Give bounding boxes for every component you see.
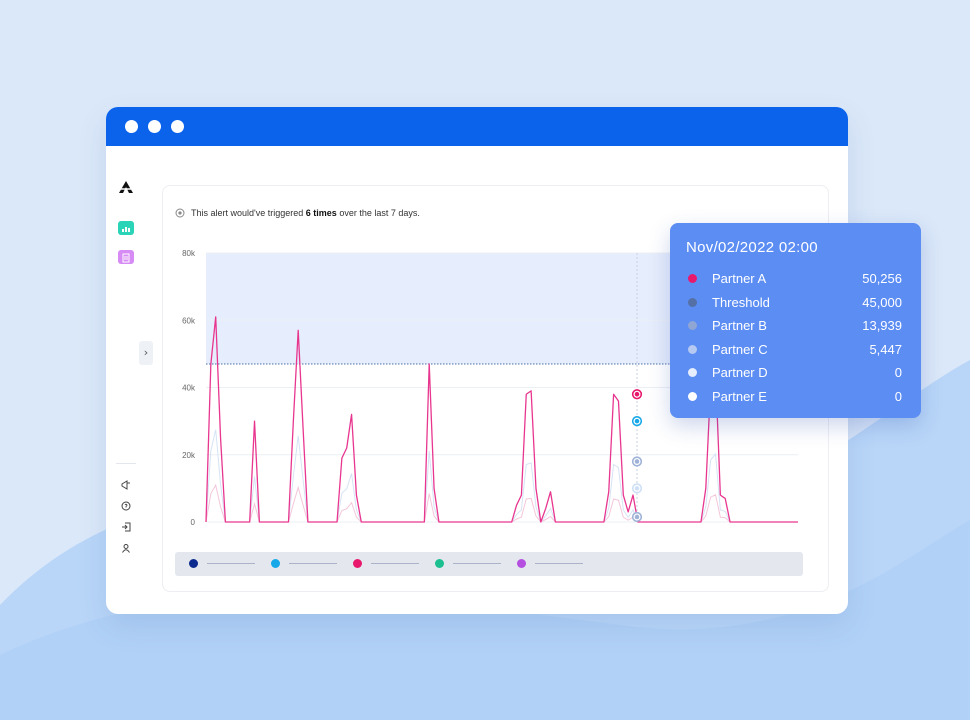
partner-a-line: [205, 316, 798, 523]
tooltip-row-value: 45,000: [862, 294, 902, 310]
reports-nav-icon[interactable]: [118, 250, 134, 264]
series-line-faint: [205, 483, 798, 523]
legend-line: [371, 563, 419, 564]
tooltip-row: Partner C 5,447: [688, 341, 902, 359]
tooltip-row-label: Partner E: [712, 388, 767, 404]
window-control-dot[interactable]: [148, 120, 161, 133]
tooltip-row: Partner A 50,256: [688, 270, 902, 288]
series-line-faint: [205, 429, 798, 524]
legend-line: [453, 563, 501, 564]
legend-line: [535, 563, 583, 564]
legend-marker-icon[interactable]: [271, 559, 280, 568]
tooltip-row-label: Partner A: [712, 271, 767, 286]
y-tick-label: 40k: [182, 384, 196, 393]
chart-tooltip: Nov/02/2022 02:00 Partner A 50,256 Thresho…: [670, 223, 921, 418]
y-tick-label: 60k: [182, 316, 196, 325]
tooltip-row-value: 50,256: [862, 271, 902, 286]
legend-marker-icon[interactable]: [435, 559, 444, 568]
hover-point-core: [634, 418, 640, 424]
legend-marker-icon[interactable]: [517, 559, 526, 568]
dashboard-nav-icon[interactable]: [118, 221, 134, 235]
tooltip-row-value: 0: [894, 365, 902, 380]
y-tick-label: 0: [191, 518, 196, 527]
tooltip-row-label: Threshold: [712, 294, 770, 310]
tooltip-row: Partner D 0: [688, 364, 902, 382]
tooltip-row-label: Partner C: [712, 341, 768, 357]
alert-prefix: This alert would've triggered: [191, 208, 304, 218]
tooltip-row-label: Partner B: [712, 318, 767, 333]
legend-line: [207, 563, 255, 564]
tooltip-row-label: Partner D: [712, 365, 768, 380]
tooltip-row: Partner E 0: [688, 388, 902, 406]
window-control-dot[interactable]: [125, 120, 138, 133]
series-marker-icon: [688, 391, 697, 401]
sidebar-expand-button[interactable]: ›: [139, 341, 153, 365]
series-marker-icon: [688, 368, 697, 377]
user-icon[interactable]: [121, 543, 131, 553]
legend-marker-icon[interactable]: [189, 559, 198, 568]
tooltip-row: Threshold 45,000: [688, 294, 902, 312]
megaphone-icon[interactable]: [121, 480, 131, 490]
target-icon: [175, 208, 185, 218]
app-logo-icon[interactable]: [118, 180, 134, 194]
tooltip-title: Nov/02/2022 02:00: [686, 239, 818, 256]
tooltip-row: Partner B 13,939: [688, 317, 902, 335]
hover-point-core: [634, 459, 640, 464]
legend-marker-icon[interactable]: [353, 559, 362, 568]
tooltip-row-value: 5,447: [869, 341, 902, 357]
series-marker-icon: [688, 274, 697, 283]
window-control-dot[interactable]: [171, 120, 184, 133]
sidebar: [106, 146, 146, 614]
alert-suffix: over the last 7 days.: [339, 208, 420, 218]
y-tick-label: 80k: [182, 249, 196, 258]
series-marker-icon: [688, 344, 697, 354]
hover-point-core: [634, 486, 640, 491]
alert-summary-text: This alert would've triggered 6 times ov…: [191, 208, 420, 218]
legend-line: [289, 563, 337, 564]
chart-legend: [175, 552, 803, 576]
alert-count: 6 times: [305, 208, 337, 218]
tooltip-row-value: 13,939: [862, 318, 902, 333]
logout-icon[interactable]: [121, 522, 131, 532]
alert-summary: This alert would've triggered 6 times ov…: [175, 206, 420, 220]
window-titlebar: [106, 107, 848, 146]
y-tick-label: 20k: [182, 451, 196, 460]
help-icon[interactable]: [121, 501, 131, 511]
series-marker-icon: [688, 297, 697, 307]
hover-point-core: [634, 391, 640, 397]
sidebar-divider: [116, 463, 136, 464]
series-marker-icon: [688, 321, 697, 330]
tooltip-row-value: 0: [894, 388, 902, 404]
hover-point-core: [634, 514, 640, 520]
